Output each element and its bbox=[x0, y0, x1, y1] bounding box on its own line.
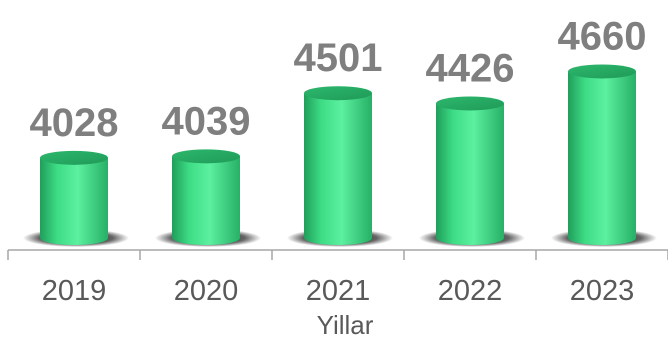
bar-top bbox=[436, 96, 504, 111]
data-label-2020: 4039 bbox=[162, 99, 251, 143]
bar-body bbox=[172, 156, 240, 245]
bar-body bbox=[304, 93, 372, 246]
bar-top bbox=[40, 150, 108, 165]
bar-body bbox=[40, 157, 108, 245]
data-labels: 4028 4039 4501 4426 4660 bbox=[30, 14, 647, 144]
x-tick-label-2021: 2021 bbox=[306, 275, 371, 307]
x-tick-label-2023: 2023 bbox=[570, 275, 635, 307]
x-tick-labels: 2019 2020 2021 2022 2023 bbox=[42, 275, 635, 307]
x-tick-label-2019: 2019 bbox=[42, 275, 107, 307]
bar-2022 bbox=[418, 96, 526, 247]
x-tick-label-2022: 2022 bbox=[438, 275, 503, 307]
bar-2019 bbox=[22, 150, 130, 247]
bars-layer bbox=[22, 64, 658, 247]
bar-2023 bbox=[550, 64, 658, 247]
data-label-2021: 4501 bbox=[294, 36, 383, 80]
data-label-2022: 4426 bbox=[426, 46, 515, 90]
bar-body bbox=[568, 71, 636, 245]
data-label-2019: 4028 bbox=[30, 101, 119, 145]
bar-2020 bbox=[154, 149, 262, 247]
data-label-2023: 4660 bbox=[558, 14, 647, 58]
bar-top bbox=[568, 64, 636, 79]
x-axis-ticks bbox=[7, 250, 668, 260]
x-axis-title: Yillar bbox=[317, 310, 374, 340]
bar-top bbox=[172, 149, 240, 164]
bar-body bbox=[436, 103, 504, 246]
bar-2021 bbox=[286, 86, 394, 247]
x-tick-label-2020: 2020 bbox=[174, 275, 239, 307]
bar-top bbox=[304, 86, 372, 101]
